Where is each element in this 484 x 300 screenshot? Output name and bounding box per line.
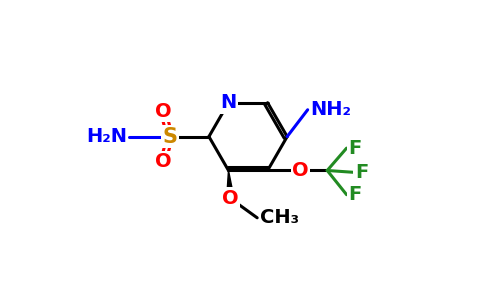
Text: O: O <box>292 161 309 180</box>
Text: O: O <box>155 152 171 171</box>
Text: O: O <box>155 102 171 121</box>
Text: CH₃: CH₃ <box>260 208 299 227</box>
Text: F: F <box>355 163 368 182</box>
Polygon shape <box>227 170 234 199</box>
Text: F: F <box>348 139 362 158</box>
Text: S: S <box>162 127 177 147</box>
Text: F: F <box>348 185 362 204</box>
Text: H₂N: H₂N <box>86 127 127 146</box>
Text: O: O <box>222 189 239 208</box>
Text: NH₂: NH₂ <box>311 100 352 119</box>
Text: N: N <box>220 93 237 112</box>
